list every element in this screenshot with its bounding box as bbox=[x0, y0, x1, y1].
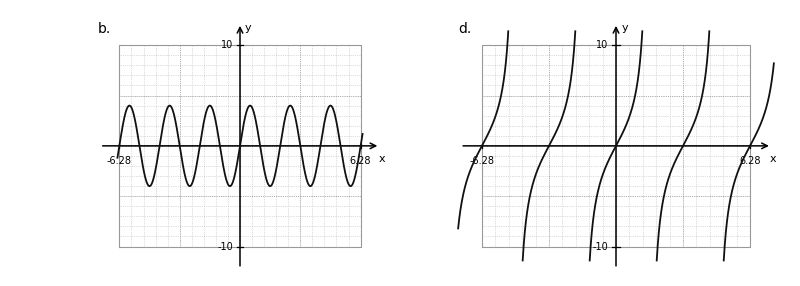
Text: -10: -10 bbox=[593, 242, 609, 251]
Text: b.: b. bbox=[98, 22, 111, 36]
Text: x: x bbox=[378, 154, 385, 164]
Text: 10: 10 bbox=[596, 40, 609, 50]
Text: d.: d. bbox=[458, 22, 471, 36]
Text: -6.28: -6.28 bbox=[470, 156, 494, 166]
Text: -6.28: -6.28 bbox=[107, 156, 132, 166]
Text: -10: -10 bbox=[218, 242, 234, 251]
Text: y: y bbox=[245, 23, 251, 33]
Text: y: y bbox=[622, 23, 628, 33]
Text: 6.28: 6.28 bbox=[739, 156, 761, 166]
Text: x: x bbox=[770, 154, 776, 164]
Text: 10: 10 bbox=[221, 40, 234, 50]
Text: 6.28: 6.28 bbox=[350, 156, 371, 166]
